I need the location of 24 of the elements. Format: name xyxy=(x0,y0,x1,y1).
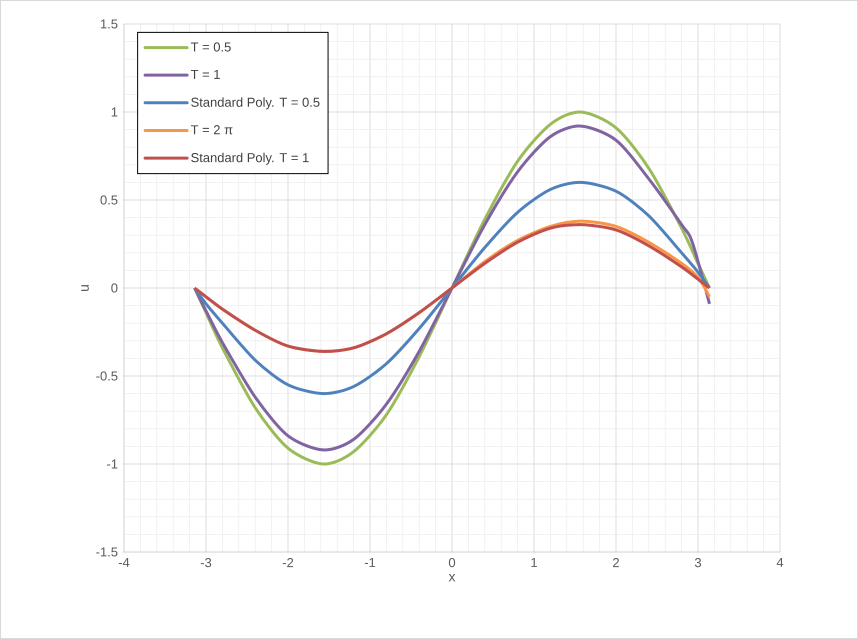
y-tick-label: -1.5 xyxy=(96,547,118,557)
line-series xyxy=(193,180,711,396)
x-tick-label: 1 xyxy=(531,558,537,567)
x-tick-label: 3 xyxy=(694,558,702,568)
x-tick-label: -1 xyxy=(364,558,376,567)
legend-label: T = 0.5 xyxy=(190,42,231,52)
x-axis-title: x xyxy=(448,574,456,582)
legend-label: Standard Poly. T = 0.5 xyxy=(191,97,320,110)
y-tick-label: 0.5 xyxy=(100,195,118,205)
x-tick-label: 0 xyxy=(448,558,456,568)
x-tick-label: 4 xyxy=(776,558,784,567)
y-tick-label: 0 xyxy=(111,283,118,293)
legend-label: T = 1 xyxy=(190,70,220,79)
y-axis-title: u xyxy=(81,285,89,291)
x-tick-label: -4 xyxy=(118,558,130,567)
x-tick-label: 2 xyxy=(613,558,619,568)
y-tick-label: -0.5 xyxy=(96,371,118,381)
y-tick-label: -1 xyxy=(107,460,118,468)
x-tick-label: -3 xyxy=(200,558,212,568)
y-tick-label: 1.5 xyxy=(100,19,118,29)
legend-label: Standard Poly. T = 1 xyxy=(191,152,309,165)
legend-label: T = 2 π xyxy=(190,125,232,134)
x-tick-label: -2 xyxy=(282,558,294,568)
y-tick-label: 1 xyxy=(112,108,118,116)
